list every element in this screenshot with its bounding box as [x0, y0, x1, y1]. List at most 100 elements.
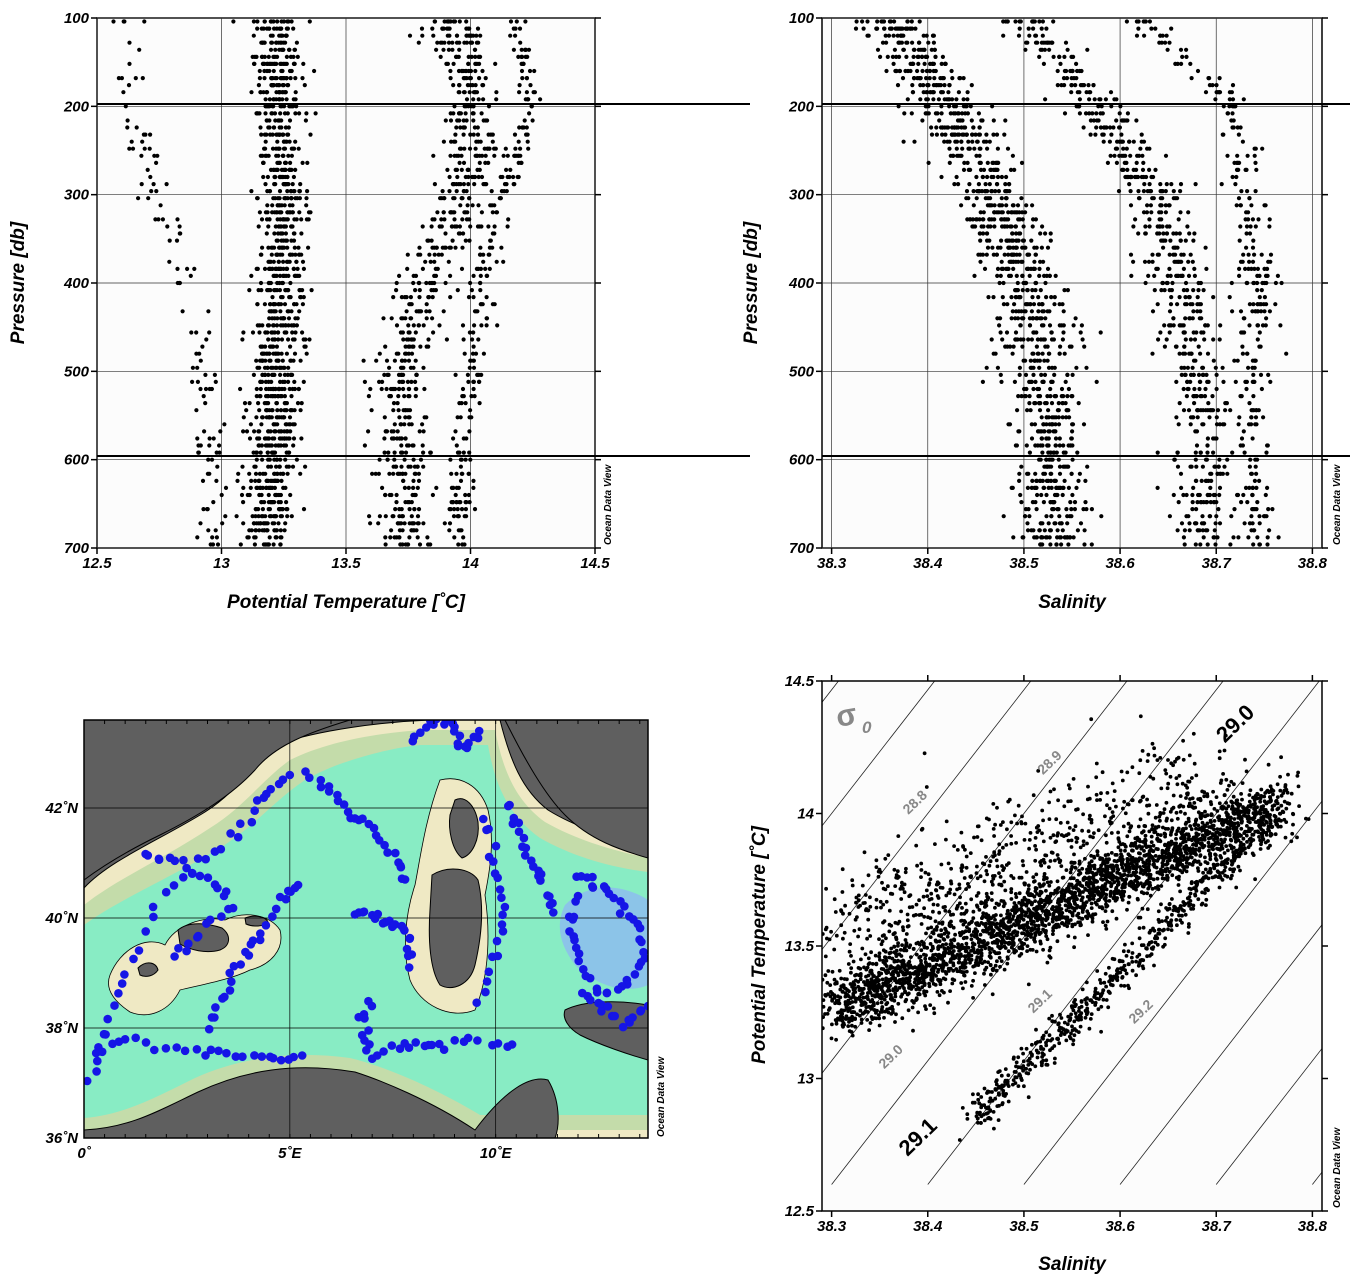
panel2-point: [1072, 507, 1077, 512]
panel1-point: [411, 280, 416, 286]
panel2-point: [1015, 210, 1020, 215]
panel2-point: [1045, 464, 1050, 469]
isopycnal-line: [1023, 800, 1322, 1185]
panel2-point: [936, 83, 942, 88]
panel2-point: [1266, 507, 1271, 512]
panel1-point: [432, 259, 437, 264]
panel1-point: [259, 500, 264, 505]
panel2-point: [1253, 464, 1258, 469]
panel1-point: [291, 146, 296, 151]
panel2-point: [1150, 252, 1155, 257]
panel1-point: [366, 394, 371, 399]
panel2-point: [1179, 372, 1184, 377]
panel2-point: [1059, 521, 1064, 526]
station-dot: [114, 989, 123, 998]
panel2-point: [1011, 344, 1016, 349]
panel2-point: [1206, 401, 1211, 406]
panel1-point: [461, 182, 466, 187]
panel2-point: [901, 47, 906, 52]
panel1-point: [500, 174, 505, 180]
panel1-point: [268, 443, 274, 448]
panel1-point: [485, 118, 490, 123]
panel2-point: [1248, 457, 1253, 462]
panel1-point: [281, 146, 287, 151]
panel2-point: [1058, 61, 1063, 66]
panel2-point: [880, 40, 886, 45]
panel1-point: [259, 443, 264, 448]
panel1-point: [277, 33, 282, 38]
panel1-point: [297, 111, 302, 116]
panel2-point: [1164, 231, 1169, 236]
panel1-point: [257, 471, 262, 476]
panel2-point: [1011, 535, 1016, 540]
panel2-point: [1011, 259, 1016, 264]
panel2-point: [1143, 280, 1148, 286]
panel1-point: [458, 478, 464, 483]
panel1-point: [288, 372, 293, 377]
panel2-point: [1232, 358, 1237, 363]
panel1-point: [519, 47, 524, 52]
panel1-point: [395, 401, 400, 406]
panel2-point: [1038, 457, 1043, 462]
panel2-point: [1253, 189, 1258, 194]
panel1-point: [269, 309, 274, 314]
panel2-point: [1152, 273, 1157, 278]
panel2-point: [1186, 259, 1191, 264]
panel2-point: [1177, 351, 1182, 356]
panel2-point: [1194, 507, 1199, 512]
panel1-point: [401, 478, 406, 483]
panel1-point: [185, 266, 190, 271]
panel2-point: [853, 26, 859, 31]
panel1-point: [433, 273, 439, 278]
panel1-point: [256, 401, 261, 406]
panel2-point: [1184, 47, 1189, 52]
panel2-point: [1235, 492, 1241, 498]
panel1-y-axis-title: Pressure [db]: [8, 221, 29, 344]
panel1-point: [407, 415, 412, 420]
panel1-point: [273, 167, 279, 172]
panel1-point: [276, 40, 281, 45]
panel1-point: [277, 464, 282, 469]
panel1-point: [270, 295, 275, 300]
panel1-point: [277, 365, 282, 370]
panel1-point: [306, 210, 312, 215]
panel2-point: [998, 372, 1003, 377]
panel1-point: [279, 118, 284, 123]
panel2-point: [917, 76, 922, 81]
station-dot: [602, 988, 612, 998]
panel1-point: [282, 379, 287, 384]
panel2-point: [994, 132, 1000, 137]
panel2-point: [1043, 280, 1048, 286]
panel2-point: [932, 76, 937, 81]
panel1-point: [456, 528, 461, 533]
panel2-point: [1049, 422, 1055, 427]
panel1-point: [495, 323, 500, 328]
panel1-point: [272, 521, 277, 526]
panel1-point: [273, 492, 278, 498]
panel1-point: [467, 196, 472, 201]
panel2-point: [951, 104, 957, 109]
panel1-ytick-label: 300: [64, 187, 90, 204]
panel1-point: [291, 97, 296, 102]
panel2-point: [1016, 33, 1022, 38]
panel1-point: [377, 457, 382, 462]
panel1-point: [286, 323, 291, 328]
panel2-point: [1134, 33, 1140, 38]
map-deep-sea: [84, 745, 648, 1118]
panel1-point: [294, 259, 299, 264]
panel1-point: [463, 457, 468, 462]
panel1-points: [111, 19, 543, 547]
station-dot: [441, 720, 451, 725]
panel2-point: [1188, 252, 1193, 257]
panel2-point: [1210, 394, 1215, 399]
station-dot: [275, 892, 285, 902]
panel1-point: [207, 443, 212, 448]
panel2-point: [1165, 224, 1170, 229]
panel1-point: [424, 280, 429, 286]
panel1-point: [206, 309, 211, 314]
panel1-point: [251, 19, 256, 24]
panel1-point: [253, 464, 258, 469]
panel1-point: [506, 217, 511, 222]
panel1-point: [451, 436, 456, 441]
panel1-point: [268, 259, 273, 264]
